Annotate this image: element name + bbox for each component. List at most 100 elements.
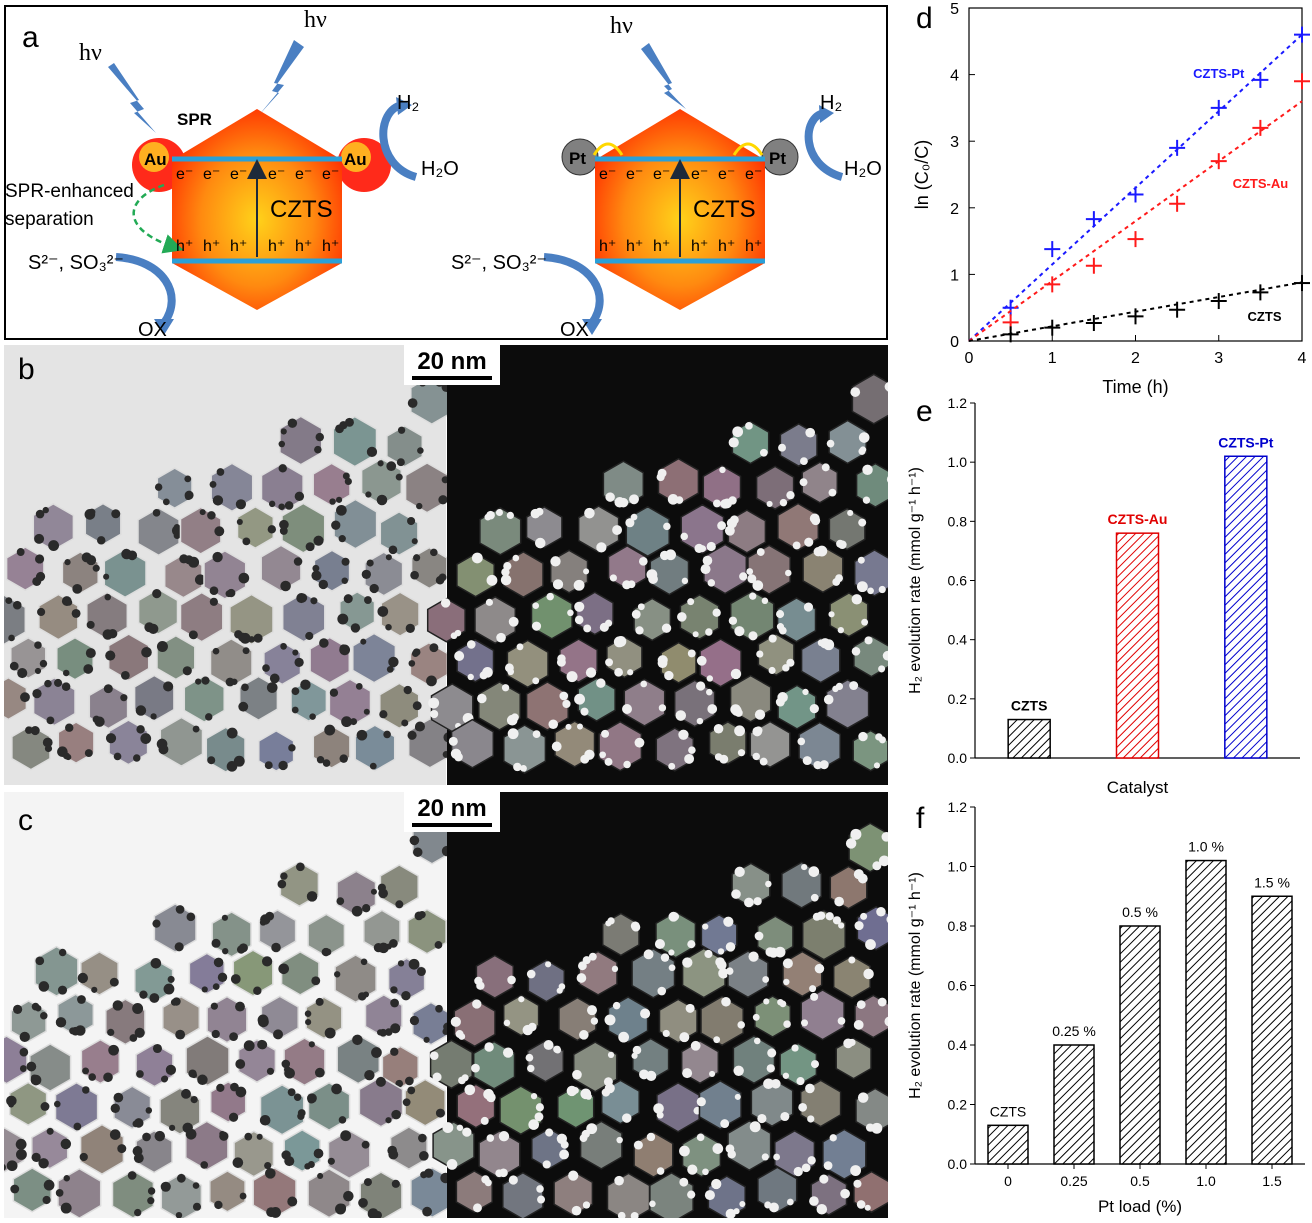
metal-dot [412, 701, 422, 711]
nanoparticle [835, 1037, 872, 1080]
metal-dot [548, 719, 559, 730]
metal-dot [430, 548, 438, 557]
hole-label: h⁺ [718, 238, 735, 255]
metal-dot [175, 905, 183, 913]
metal-dot [294, 657, 304, 668]
metal-dot [391, 1179, 400, 1188]
electron-label: e⁻ [176, 166, 193, 183]
lightning-bolt-icon [108, 63, 156, 133]
metal-dot [395, 473, 403, 481]
arrow-head-icon [154, 319, 174, 335]
metal-dot [847, 509, 854, 517]
nanoparticle [38, 593, 79, 641]
metal-dot [604, 1014, 616, 1026]
nanoparticle [281, 592, 326, 643]
metal-dot [307, 1160, 315, 1168]
metal-dot [296, 592, 307, 604]
metal-dot [612, 525, 623, 535]
metal-dot [576, 973, 587, 983]
metal-dot [622, 1113, 632, 1123]
metal-dot [127, 1171, 137, 1180]
metal-dot [848, 956, 856, 964]
metal-dot [656, 1167, 665, 1175]
metal-dot [54, 1100, 61, 1108]
data-point [1169, 195, 1186, 212]
metal-dot [803, 602, 814, 612]
metal-dot [88, 508, 96, 516]
nanoparticle [135, 1130, 173, 1174]
chart-d-svg: d 0 1 2 3 4 0 1 2 3 4 5 Time (h) ln (C₀/C) CZTS-Pt CZT… [912, 1, 1310, 397]
metal-dot [19, 1031, 30, 1043]
metal-dot [173, 523, 181, 531]
metal-dot [618, 1031, 630, 1043]
ox-label-left: OX [138, 319, 167, 340]
metal-dot [802, 756, 812, 766]
metal-dot [776, 610, 785, 619]
metal-dot [482, 667, 493, 678]
metal-dot [35, 509, 45, 519]
data-point [1085, 211, 1102, 228]
arrow-head-icon [396, 97, 412, 115]
nanoparticle [0, 1035, 28, 1085]
sulfide-label-right: S²⁻, SO₃²⁻ [451, 252, 547, 274]
metal-dot [749, 592, 757, 600]
metal-dot [199, 509, 206, 516]
metal-dot [288, 744, 296, 752]
metal-dot [309, 713, 316, 720]
metal-dot [401, 719, 409, 727]
metal-dot [486, 1134, 495, 1142]
metal-dot [407, 516, 416, 526]
metal-dot [599, 622, 609, 632]
metal-dot [305, 631, 314, 640]
metal-dot [16, 548, 25, 556]
metal-dot [385, 623, 392, 631]
metal-dot [440, 598, 451, 608]
metal-dot [184, 475, 192, 483]
metal-dot [769, 1202, 779, 1213]
metal-dot [409, 835, 420, 846]
metal-dot [530, 1093, 538, 1100]
czts-pt-structure [561, 109, 799, 310]
nanoparticle [503, 551, 544, 599]
metal-dot [279, 519, 289, 530]
metal-dot [379, 1028, 388, 1037]
metal-dot [363, 708, 370, 715]
metal-dot [748, 631, 758, 641]
metal-dot [823, 1161, 833, 1170]
metal-dot [408, 660, 416, 667]
h2-label-left: H₂ [397, 92, 419, 114]
bar [1115, 532, 1160, 759]
metal-dot [622, 704, 632, 714]
nanoparticle [0, 1127, 25, 1173]
x-tick-label: 1 [1048, 350, 1057, 367]
metal-dot [763, 998, 770, 1005]
metal-dot [187, 1128, 197, 1138]
metal-dot [194, 574, 206, 585]
metal-dot [16, 1149, 27, 1160]
nanoparticle [623, 678, 666, 727]
metal-dot [862, 464, 873, 476]
metal-dot [25, 726, 33, 734]
plot-frame [968, 7, 1303, 342]
metal-dot [293, 557, 303, 566]
metal-dot [877, 997, 887, 1007]
metal-dot [508, 616, 519, 627]
metal-dot [438, 495, 448, 505]
metal-dot [810, 1060, 819, 1069]
metal-dot [127, 550, 138, 561]
metal-dot [395, 1080, 402, 1087]
metal-dot [773, 1153, 781, 1161]
metal-dot [13, 1004, 23, 1015]
data-point [1044, 319, 1061, 336]
metal-dot [835, 574, 843, 583]
electron-label: e⁻ [745, 166, 762, 183]
metal-dot [754, 726, 763, 735]
schematic-svg: a hν hν hν SPR Au Au Pt Pt e⁻ e⁻ e⁻ e⁻ e… [4, 5, 888, 341]
metal-dot [370, 888, 377, 895]
metal-dot [308, 1041, 315, 1048]
metal-dot [596, 542, 607, 553]
metal-dot [680, 532, 688, 541]
nanoparticle [258, 730, 295, 772]
metal-dot [314, 1067, 325, 1078]
metal-dot [584, 749, 595, 760]
